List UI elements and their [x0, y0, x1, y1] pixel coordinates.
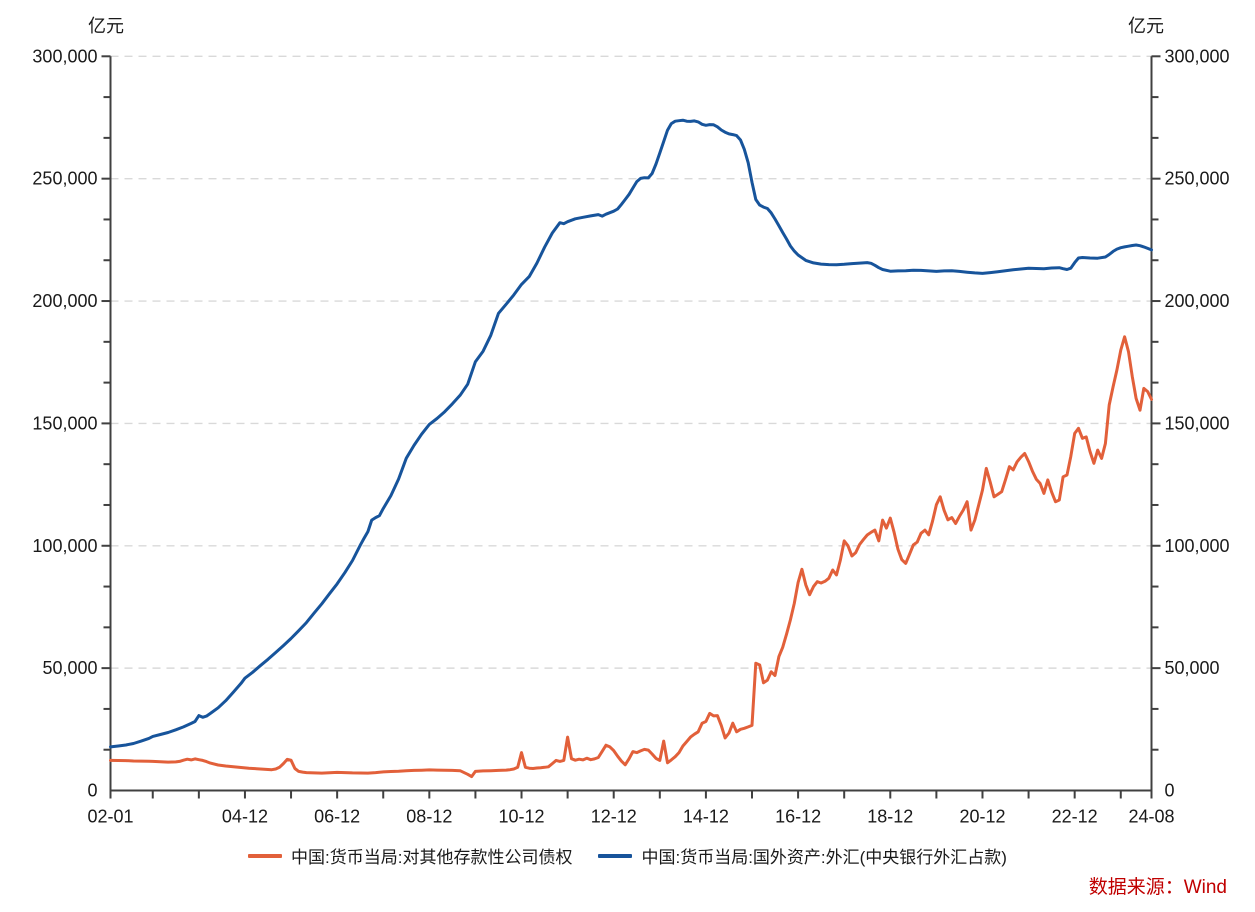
y-axis-tick-label-right: 250,000 — [1165, 169, 1230, 189]
legend-label-claims-on-banks: 中国:货币当局:对其他存款性公司债权 — [291, 848, 573, 867]
legend-swatch-orange — [248, 853, 283, 858]
legend: 中国:货币当局:对其他存款性公司债权 中国:货币当局:国外资产:外汇(中央银行外… — [0, 843, 1255, 868]
y-axis-tick-label-right: 200,000 — [1165, 291, 1230, 311]
x-axis-tick-label: 16-12 — [775, 807, 821, 827]
x-axis-tick-label: 06-12 — [314, 807, 360, 827]
x-axis-tick-label: 14-12 — [683, 807, 729, 827]
x-axis-tick-label: 12-12 — [591, 807, 637, 827]
y-axis-tick-label-right: 300,000 — [1165, 46, 1230, 66]
y-axis-tick-label-right: 50,000 — [1165, 658, 1220, 678]
y-axis-tick-label-left: 300,000 — [32, 46, 97, 66]
legend-item-fx-position: 中国:货币当局:国外资产:外汇(中央银行外汇占款) — [598, 843, 1007, 868]
legend-label-fx-position: 中国:货币当局:国外资产:外汇(中央银行外汇占款) — [641, 848, 1007, 867]
legend-swatch-blue — [598, 853, 633, 858]
y-axis-tick-label-left: 50,000 — [42, 658, 97, 678]
y-axis-tick-label-left: 100,000 — [32, 536, 97, 556]
x-axis-tick-label: 22-12 — [1052, 807, 1098, 827]
right-axis-unit-label: 亿元 — [1128, 16, 1164, 36]
y-axis-tick-label-right: 100,000 — [1165, 536, 1230, 556]
left-axis-unit-label: 亿元 — [88, 16, 124, 36]
x-axis-tick-label: 02-01 — [87, 807, 133, 827]
y-axis-tick-label-right: 150,000 — [1165, 413, 1230, 433]
legend-item-claims-on-banks: 中国:货币当局:对其他存款性公司债权 — [248, 843, 572, 868]
x-axis-tick-label: 20-12 — [959, 807, 1005, 827]
series-line-0 — [109, 335, 1153, 779]
x-axis-tick-label: 08-12 — [406, 807, 452, 827]
y-axis-tick-label-right: 0 — [1165, 781, 1175, 801]
x-axis-tick-label: 04-12 — [222, 807, 268, 827]
y-axis-tick-label-left: 200,000 — [32, 291, 97, 311]
y-axis-tick-label-left: 0 — [87, 781, 97, 801]
series-line-1 — [109, 118, 1153, 749]
data-source-note: 数据来源：Wind — [1088, 877, 1227, 898]
x-axis-tick-label: 18-12 — [867, 807, 913, 827]
y-axis-tick-label-left: 250,000 — [32, 169, 97, 189]
x-axis-tick-label: 10-12 — [498, 807, 544, 827]
y-axis-tick-label-left: 150,000 — [32, 413, 97, 433]
x-axis-tick-label: 24-08 — [1128, 807, 1174, 827]
